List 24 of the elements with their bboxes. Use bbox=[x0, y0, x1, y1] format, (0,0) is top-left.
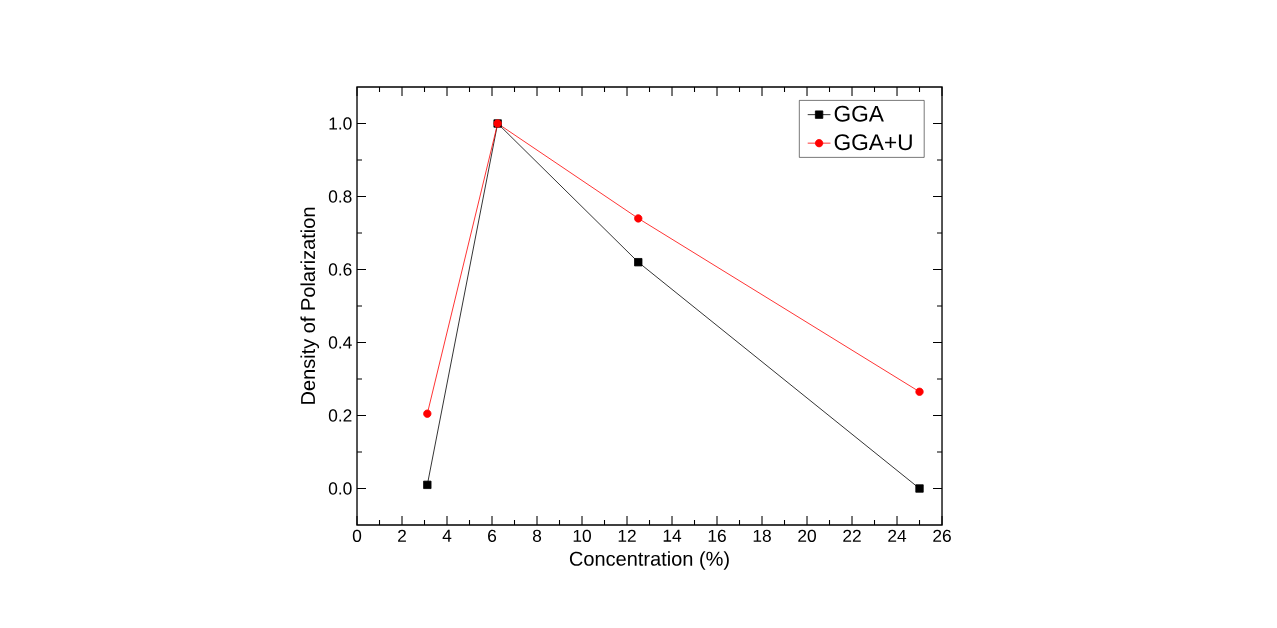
x-tick-label: 26 bbox=[933, 529, 951, 542]
x-tick-label: 20 bbox=[798, 529, 816, 542]
legend-label: GGA bbox=[834, 105, 884, 122]
y-tick-label: 0.4 bbox=[328, 336, 352, 349]
x-tick-label: 12 bbox=[618, 529, 636, 542]
x-axis-title: Concentration (%) bbox=[569, 551, 729, 570]
x-tick-label: 2 bbox=[398, 529, 406, 542]
x-tick-label: 14 bbox=[663, 529, 682, 542]
x-tick-label: 22 bbox=[843, 529, 861, 542]
y-tick-label: 0.0 bbox=[328, 482, 352, 495]
x-tick-label: 18 bbox=[753, 529, 771, 542]
x-tick-label: 16 bbox=[708, 529, 726, 542]
y-tick-label: 0.6 bbox=[328, 263, 352, 276]
x-tick-label: 0 bbox=[352, 529, 362, 542]
legend-label: GGA+U bbox=[834, 134, 912, 151]
y-tick-label: 0.2 bbox=[328, 409, 352, 422]
x-tick-label: 4 bbox=[442, 529, 452, 542]
x-tick-label: 8 bbox=[532, 529, 542, 542]
y-tick-label: 1.0 bbox=[329, 117, 352, 130]
x-tick-label: 10 bbox=[573, 529, 591, 542]
y-tick-label: 0.8 bbox=[328, 190, 352, 203]
y-axis-title: Density of Polarization bbox=[300, 207, 320, 404]
x-tick-label: 24 bbox=[888, 529, 907, 542]
x-tick-label: 6 bbox=[488, 529, 497, 542]
